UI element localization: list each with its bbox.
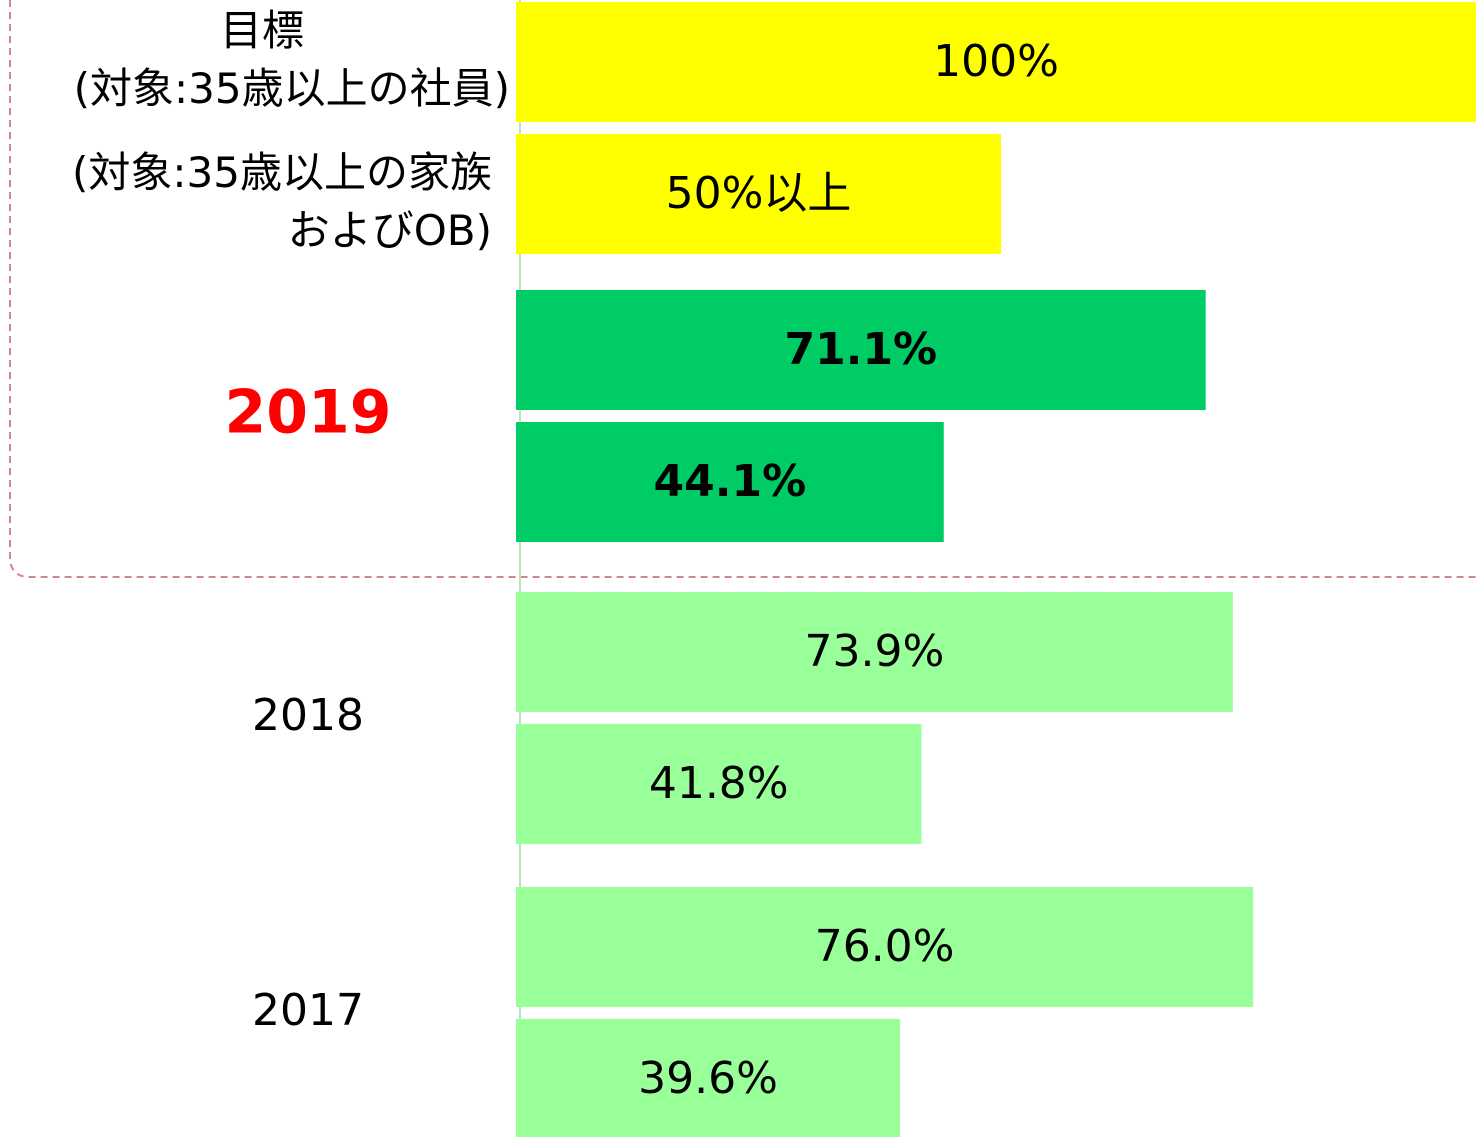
- bar: [516, 592, 1233, 712]
- value-label: 71.1%: [785, 324, 938, 375]
- bar: [516, 724, 922, 844]
- highlight-frame: [9, 0, 1476, 578]
- value-label: 76.0%: [815, 921, 955, 972]
- bar: [516, 422, 944, 542]
- value-label: 41.8%: [649, 758, 789, 809]
- category-label: 2019: [225, 378, 392, 448]
- category-label: 2018: [252, 690, 364, 741]
- category-label: 2017: [252, 985, 364, 1036]
- value-label: 39.6%: [638, 1053, 778, 1104]
- value-label: 44.1%: [654, 456, 807, 507]
- series-label: (対象:35歳以上の社員): [73, 64, 510, 113]
- bar: [516, 1019, 901, 1137]
- bar: [516, 290, 1206, 410]
- value-label: 50%以上: [666, 168, 852, 219]
- bar: [516, 2, 1476, 122]
- bar: [516, 134, 1001, 254]
- value-label: 73.9%: [805, 626, 945, 677]
- category-label: 目標: [219, 6, 304, 55]
- value-label: 100%: [933, 36, 1059, 87]
- bar: [516, 887, 1254, 1007]
- series-label: (対象:35歳以上の家族 およびOB): [72, 148, 492, 255]
